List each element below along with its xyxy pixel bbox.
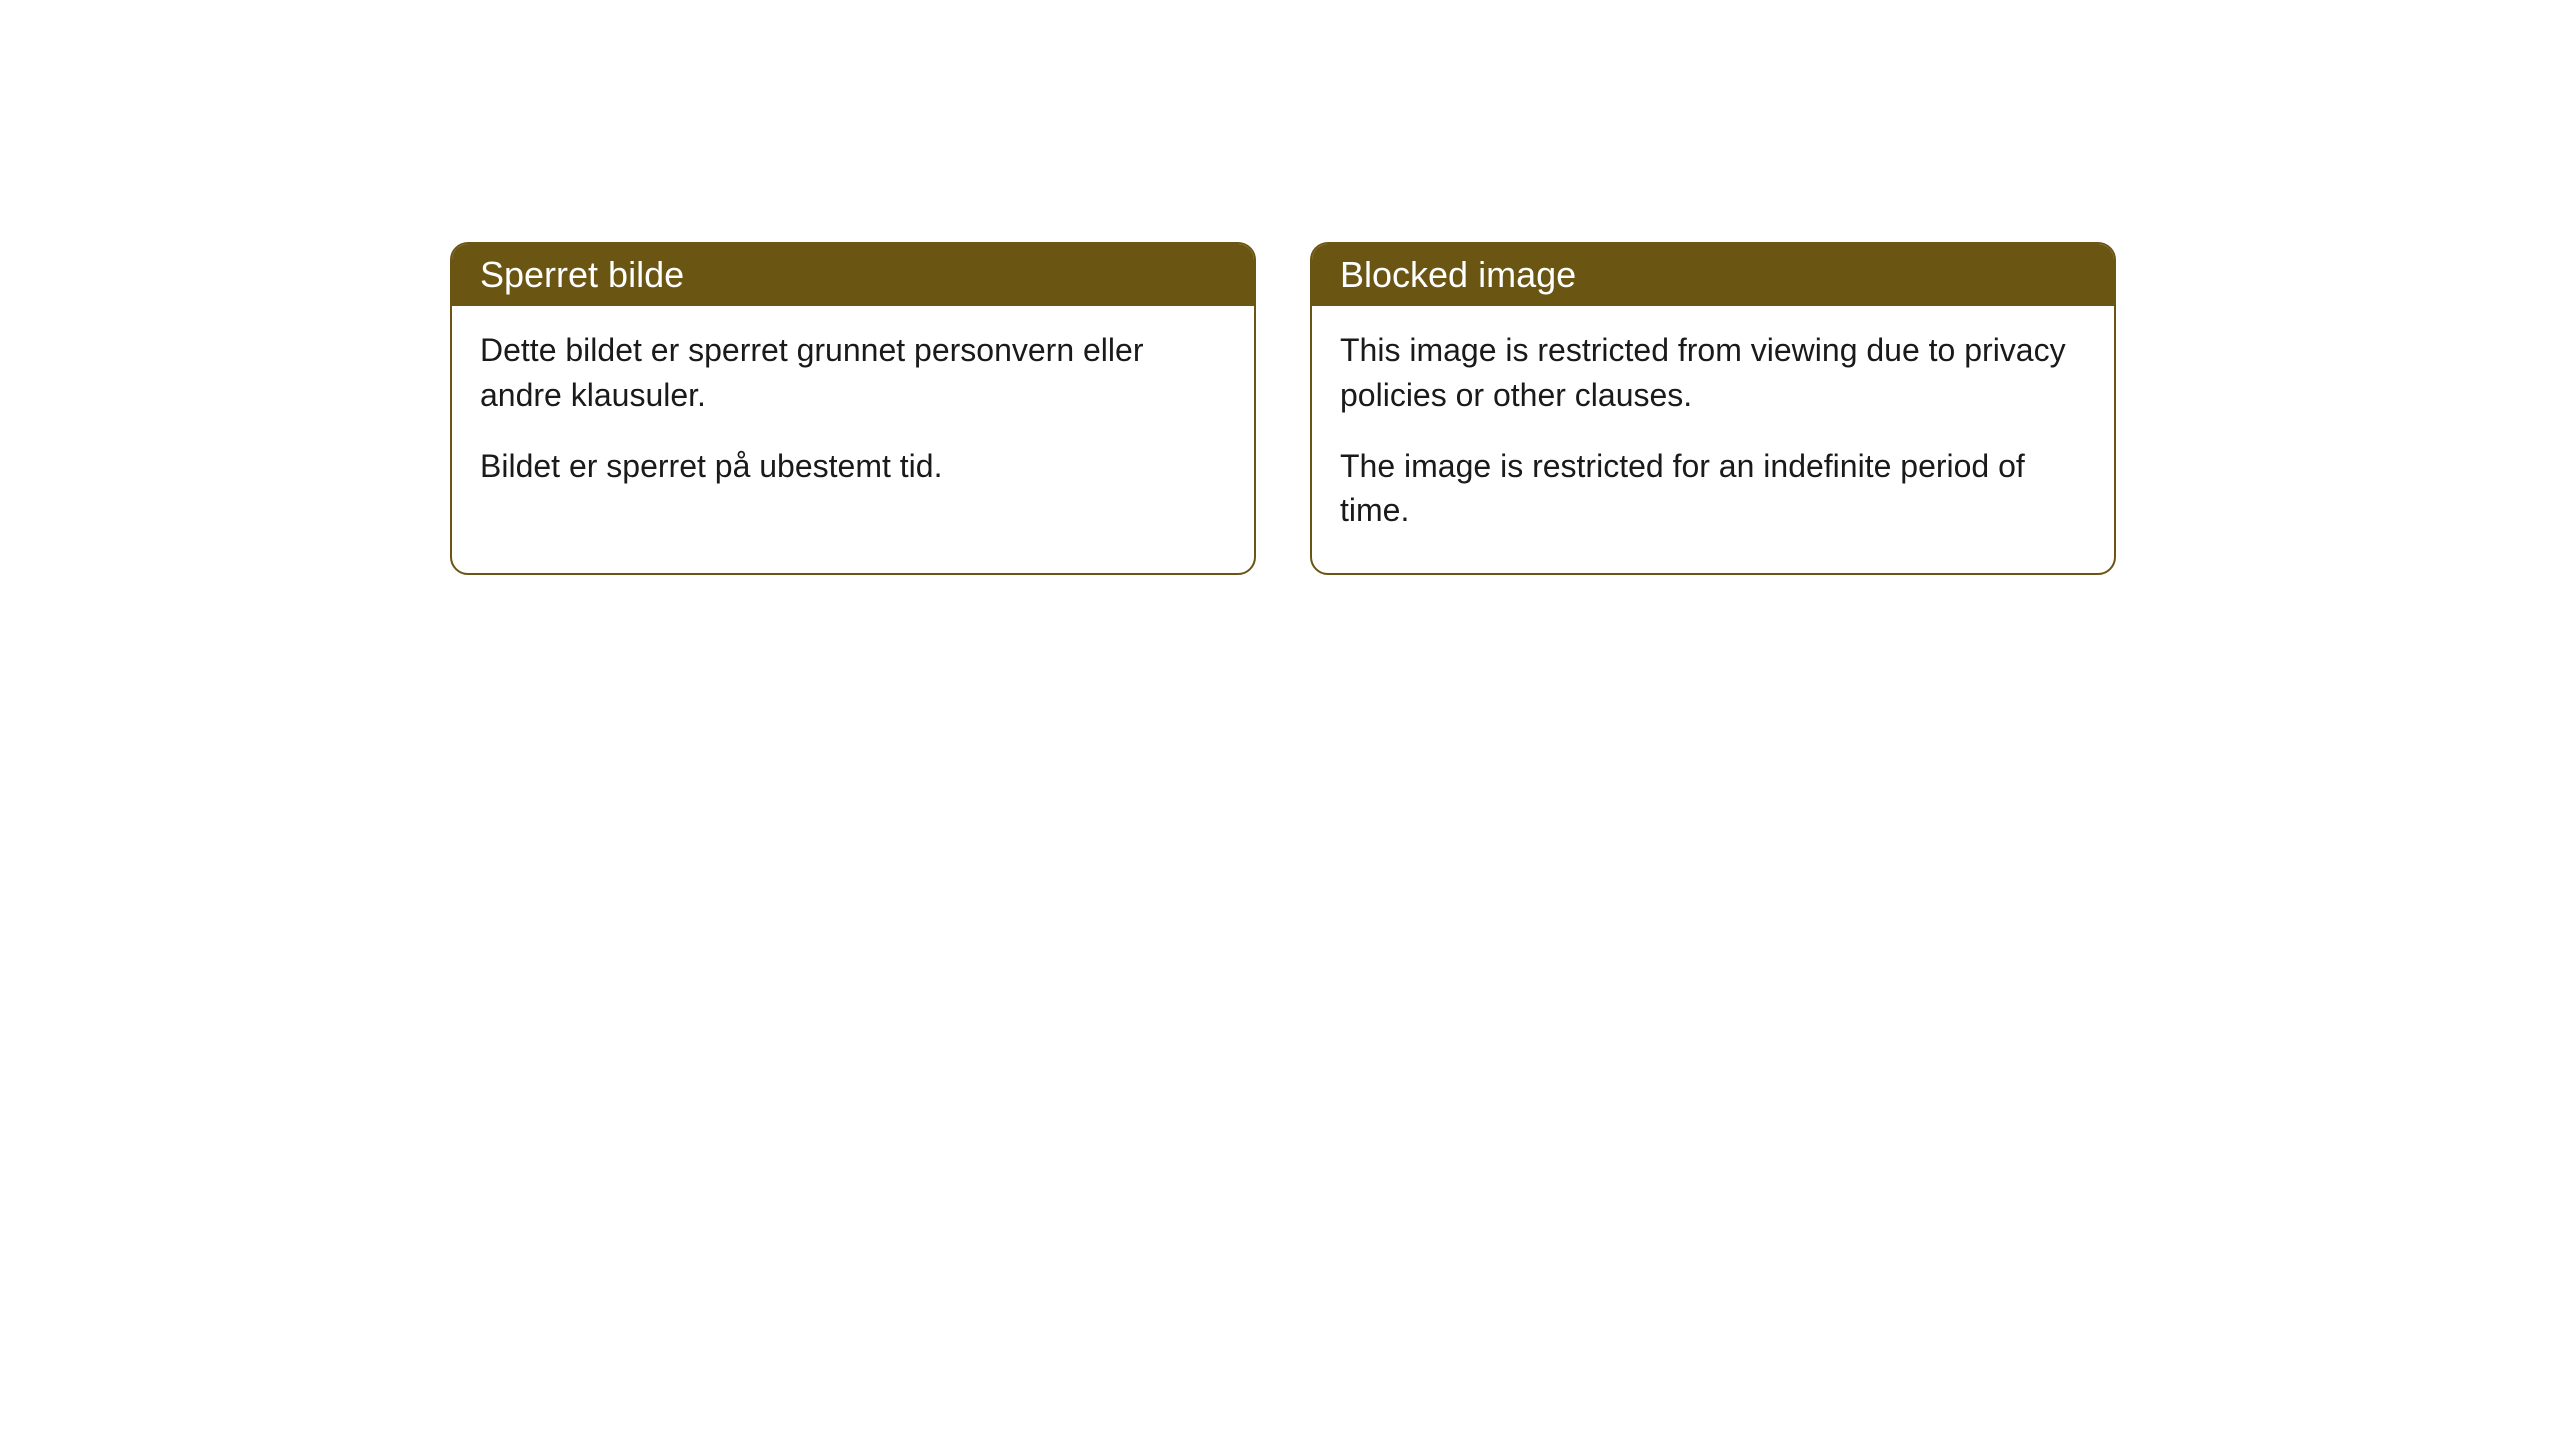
card-title: Sperret bilde bbox=[480, 254, 684, 295]
blocked-image-card-english: Blocked image This image is restricted f… bbox=[1310, 242, 2116, 575]
card-paragraph: Dette bildet er sperret grunnet personve… bbox=[480, 328, 1226, 418]
card-header: Sperret bilde bbox=[452, 244, 1254, 306]
card-header: Blocked image bbox=[1312, 244, 2114, 306]
card-paragraph: Bildet er sperret på ubestemt tid. bbox=[480, 444, 1226, 489]
blocked-image-card-norwegian: Sperret bilde Dette bildet er sperret gr… bbox=[450, 242, 1256, 575]
card-paragraph: The image is restricted for an indefinit… bbox=[1340, 444, 2086, 534]
card-body: This image is restricted from viewing du… bbox=[1312, 306, 2114, 573]
notice-cards-container: Sperret bilde Dette bildet er sperret gr… bbox=[450, 242, 2116, 575]
card-body: Dette bildet er sperret grunnet personve… bbox=[452, 306, 1254, 528]
card-paragraph: This image is restricted from viewing du… bbox=[1340, 328, 2086, 418]
card-title: Blocked image bbox=[1340, 254, 1576, 295]
